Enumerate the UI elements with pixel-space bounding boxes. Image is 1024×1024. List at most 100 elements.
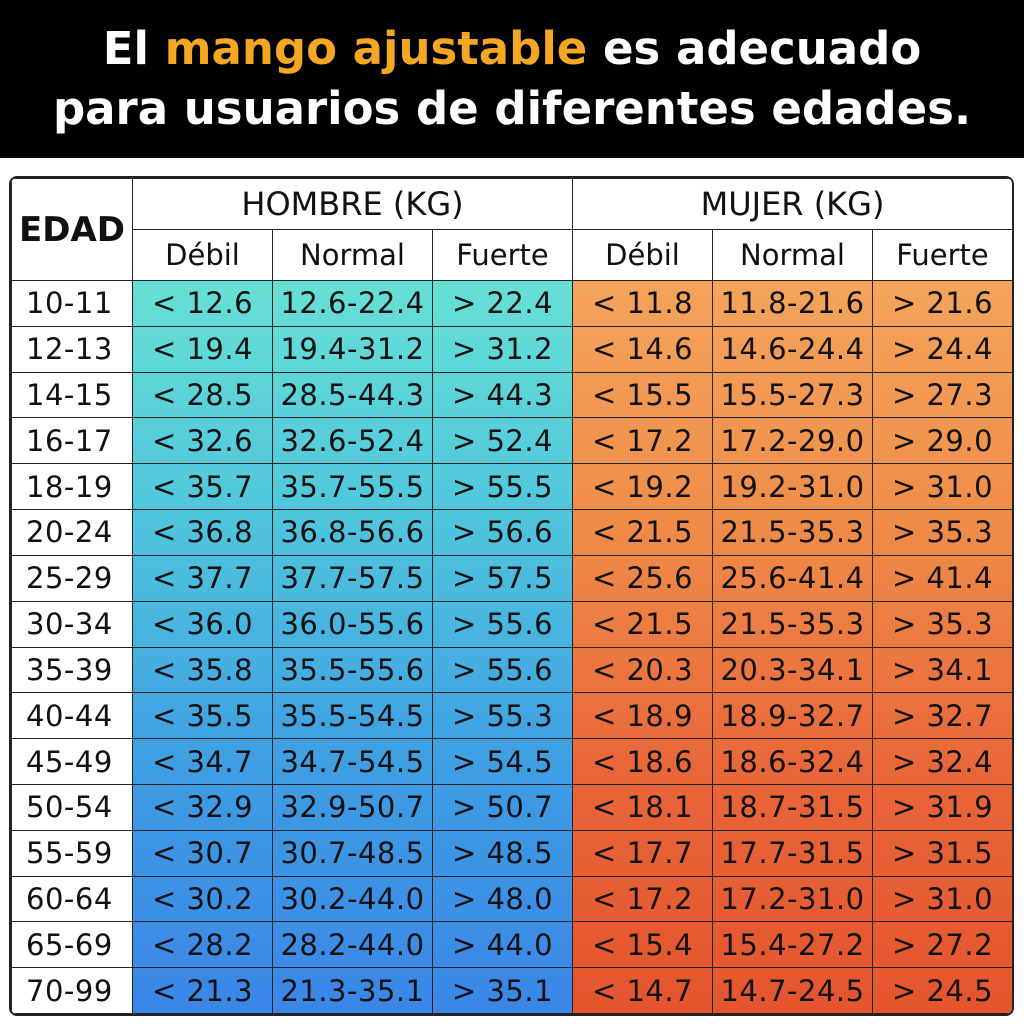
men-strong-cell: > 44.3 [431, 371, 574, 419]
women-normal-cell: 14.7-24.5 [712, 967, 874, 1014]
women-normal-cell: 11.8-21.6 [712, 280, 874, 327]
headline-banner: El mango ajustable es adecuado para usua… [0, 0, 1024, 158]
men-strong-cell: > 50.7 [431, 783, 574, 831]
age-cell: 50-54 [11, 783, 133, 831]
men-normal-cell: 32.6-52.4 [272, 417, 433, 465]
men-strong-cell: > 44.0 [431, 921, 574, 969]
women-strong-cell: > 31.5 [872, 829, 1012, 877]
men-strong-cell: > 57.5 [431, 554, 574, 602]
table-row: 16-17 < 32.6 32.6-52.4 > 52.4 < 17.2 17.2-29.… [11, 417, 1012, 465]
women-normal-cell: 17.7-31.5 [712, 829, 874, 877]
men-strong-cell: > 55.5 [431, 463, 574, 511]
women-weak-header: Débil [572, 229, 714, 281]
women-normal-cell: 18.7-31.5 [712, 783, 874, 831]
men-strong-cell: > 48.0 [431, 875, 574, 923]
women-normal-cell: 15.5-27.3 [712, 371, 874, 419]
women-normal-cell: 15.4-27.2 [712, 921, 874, 969]
men-normal-cell: 28.5-44.3 [272, 371, 433, 419]
age-cell: 55-59 [11, 829, 133, 877]
age-cell: 30-34 [11, 600, 133, 648]
men-strong-header: Fuerte [431, 229, 574, 281]
men-weak-cell: < 35.5 [132, 692, 273, 740]
men-strong-cell: > 55.3 [431, 692, 574, 740]
women-weak-cell: < 15.5 [572, 371, 714, 419]
men-strong-cell: > 35.1 [431, 967, 574, 1014]
men-weak-cell: < 12.6 [132, 280, 273, 327]
men-weak-cell: < 30.2 [132, 875, 273, 923]
grip-table: EDAD HOMBRE (KG) MUJER (KG) Débil Normal… [11, 178, 1012, 1014]
headline-highlight: mango ajustable [164, 22, 588, 75]
women-weak-cell: < 21.5 [572, 600, 714, 648]
men-normal-cell: 35.5-55.6 [272, 646, 433, 694]
age-cell: 18-19 [11, 463, 133, 511]
men-weak-cell: < 36.8 [132, 509, 273, 556]
women-strong-cell: > 27.2 [872, 921, 1012, 969]
men-normal-cell: 35.5-54.5 [272, 692, 433, 740]
men-normal-cell: 12.6-22.4 [272, 280, 433, 327]
men-strong-cell: > 56.6 [431, 509, 574, 556]
table-row: 70-99 < 21.3 21.3-35.1 > 35.1 < 14.7 14.7-24.… [11, 967, 1012, 1014]
men-weak-cell: < 37.7 [132, 554, 273, 602]
men-normal-cell: 36.8-56.6 [272, 509, 433, 556]
men-normal-cell: 19.4-31.2 [272, 325, 433, 373]
men-normal-cell: 37.7-57.5 [272, 554, 433, 602]
men-strong-cell: > 52.4 [431, 417, 574, 465]
table-row: 25-29 < 37.7 37.7-57.5 > 57.5 < 25.6 25.6-41.… [11, 554, 1012, 602]
women-normal-cell: 18.6-32.4 [712, 738, 874, 785]
women-normal-cell: 18.9-32.7 [712, 692, 874, 740]
age-header: EDAD [11, 178, 133, 281]
age-cell: 16-17 [11, 417, 133, 465]
age-cell: 10-11 [11, 280, 133, 327]
women-normal-cell: 14.6-24.4 [712, 325, 874, 373]
table-row: 55-59 < 30.7 30.7-48.5 > 48.5 < 17.7 17.7-31.… [11, 829, 1012, 877]
women-normal-cell: 19.2-31.0 [712, 463, 874, 511]
men-normal-cell: 35.7-55.5 [272, 463, 433, 511]
women-strong-cell: > 29.0 [872, 417, 1012, 465]
age-cell: 65-69 [11, 921, 133, 969]
women-strong-cell: > 24.4 [872, 325, 1012, 373]
men-weak-cell: < 19.4 [132, 325, 273, 373]
women-weak-cell: < 17.2 [572, 875, 714, 923]
men-weak-header: Débil [132, 229, 273, 281]
men-strong-cell: > 22.4 [431, 280, 574, 327]
men-weak-cell: < 32.9 [132, 783, 273, 831]
headline-line-2: para usuarios de diferentes edades. [52, 82, 972, 135]
table-row: 20-24 < 36.8 36.8-56.6 > 56.6 < 21.5 21.5-35.… [11, 509, 1012, 556]
table-row: 18-19 < 35.7 35.7-55.5 > 55.5 < 19.2 19.2-31.… [11, 463, 1012, 511]
women-strong-header: Fuerte [872, 229, 1012, 281]
headline-line-1: El mango ajustable es adecuado [0, 19, 1024, 79]
women-weak-cell: < 25.6 [572, 554, 714, 602]
men-weak-cell: < 30.7 [132, 829, 273, 877]
men-normal-cell: 36.0-55.6 [272, 600, 433, 648]
men-header: HOMBRE (KG) [131, 178, 574, 230]
women-strong-cell: > 27.3 [872, 371, 1012, 419]
men-normal-header: Normal [272, 229, 433, 281]
men-strong-cell: > 31.2 [431, 325, 574, 373]
women-weak-cell: < 14.7 [572, 967, 714, 1014]
women-strong-cell: > 31.0 [872, 463, 1012, 511]
table-body: 10-11 < 12.6 12.6-22.4 > 22.4 < 11.8 11.8-21.… [11, 280, 1012, 1014]
women-strong-cell: > 41.4 [872, 554, 1012, 602]
table-row: 35-39 < 35.8 35.5-55.6 > 55.6 < 20.3 20.3-34.… [11, 646, 1012, 694]
age-cell: 70-99 [11, 967, 133, 1014]
men-weak-cell: < 35.7 [132, 463, 273, 511]
women-normal-cell: 21.5-35.3 [712, 509, 874, 556]
women-strong-cell: > 35.3 [872, 509, 1012, 556]
women-normal-cell: 25.6-41.4 [712, 554, 874, 602]
table-row: 30-34 < 36.0 36.0-55.6 > 55.6 < 21.5 21.5-35.… [11, 600, 1012, 648]
women-weak-cell: < 14.6 [572, 325, 714, 373]
age-cell: 14-15 [11, 371, 133, 419]
men-strong-cell: > 55.6 [431, 600, 574, 648]
women-weak-cell: < 17.7 [572, 829, 714, 877]
men-normal-cell: 32.9-50.7 [272, 783, 433, 831]
age-cell: 35-39 [11, 646, 133, 694]
women-strong-cell: > 31.0 [872, 875, 1012, 923]
table-row: 12-13 < 19.4 19.4-31.2 > 31.2 < 14.6 14.6-24.… [11, 325, 1012, 373]
women-normal-header: Normal [712, 229, 874, 281]
men-weak-cell: < 36.0 [132, 600, 273, 648]
men-normal-cell: 30.7-48.5 [272, 829, 433, 877]
women-strong-cell: > 34.1 [872, 646, 1012, 694]
table-row: 40-44 < 35.5 35.5-54.5 > 55.3 < 18.9 18.9-32.… [11, 692, 1012, 740]
table-row: 60-64 < 30.2 30.2-44.0 > 48.0 < 17.2 17.2-31.… [11, 875, 1012, 923]
women-normal-cell: 17.2-29.0 [712, 417, 874, 465]
